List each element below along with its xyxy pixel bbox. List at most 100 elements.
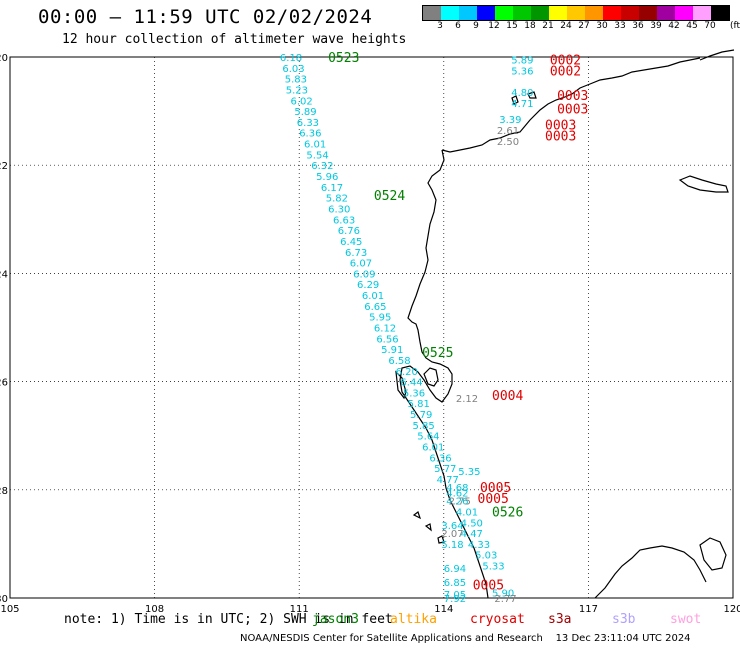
wave-height-label: 6.58 bbox=[388, 356, 410, 367]
wave-height-label: 5.03 bbox=[475, 551, 497, 562]
wave-height-label: 5.23 bbox=[286, 85, 308, 96]
wave-height-label: 5.18 bbox=[441, 540, 463, 551]
coastline bbox=[395, 49, 735, 599]
wave-height-label: 5.33 bbox=[482, 562, 504, 573]
colorbar-tick-label: 45 bbox=[686, 21, 698, 31]
wave-height-label: 5.35 bbox=[458, 467, 480, 478]
lat-tick-label: -28 bbox=[0, 486, 8, 497]
lat-tick-label: -30 bbox=[0, 594, 8, 605]
track-label: 0005 bbox=[480, 481, 511, 496]
wave-height-label: 4.80 bbox=[511, 88, 533, 99]
track-label: 0005 bbox=[473, 578, 504, 593]
track-label: 0003 bbox=[545, 129, 576, 144]
page-title: 00:00 – 11:59 UTC 02/02/2024 bbox=[38, 6, 373, 28]
legend-item-cryosat: cryosat bbox=[470, 612, 525, 627]
wave-height-label: 5.36 bbox=[403, 388, 425, 399]
lon-tick-label: 120 bbox=[723, 604, 740, 615]
wave-height-label: 6.73 bbox=[345, 248, 367, 259]
wave-height-label: 6.56 bbox=[376, 334, 398, 345]
colorbar-swatch bbox=[585, 6, 603, 20]
colorbar-tick-label: 70 bbox=[704, 21, 716, 31]
lon-tick-label: 111 bbox=[290, 604, 309, 615]
wave-height-label: 5.79 bbox=[410, 410, 432, 421]
credit-line: NOAA/NESDIS Center for Satellite Applica… bbox=[240, 633, 691, 644]
colorbar-swatch bbox=[603, 6, 621, 20]
colorbar-swatch bbox=[531, 6, 549, 20]
colorbar-labels: 3 6 9 12 15 18 21 24 27 30 33 36 39 42 45 70 bbox=[422, 21, 728, 31]
wave-height-label: 2.50 bbox=[497, 137, 519, 148]
colorbar-swatch bbox=[459, 6, 477, 20]
wave-height-label: 5.82 bbox=[326, 194, 348, 205]
wave-height-label: 6.65 bbox=[364, 302, 386, 313]
wave-height-label: 6.01 bbox=[304, 140, 326, 151]
colorbar-swatch bbox=[639, 6, 657, 20]
colorbar-tick-label: 6 bbox=[455, 21, 461, 31]
wave-height-label: 2.07 bbox=[441, 529, 463, 540]
wave-height-label: 3.64 bbox=[441, 521, 463, 532]
wave-height-label: 6.36 bbox=[299, 129, 321, 140]
wave-height-label: 2.77 bbox=[494, 594, 516, 605]
track-label: 0002 bbox=[550, 54, 581, 69]
wave-height-label: 6.02 bbox=[291, 96, 313, 107]
colorbar-tick-label: 3 bbox=[437, 21, 443, 31]
page-subtitle: 12 hour collection of altimeter wave hei… bbox=[62, 32, 407, 47]
wave-height-label: 4.68 bbox=[446, 483, 468, 494]
lon-tick-label: 114 bbox=[434, 604, 453, 615]
track-label: 0525 bbox=[422, 346, 453, 361]
legend-item-altika: altika bbox=[390, 612, 437, 627]
colorbar-tick-label: 9 bbox=[473, 21, 479, 31]
track-label: 0524 bbox=[374, 189, 405, 204]
track-label: 0526 bbox=[492, 505, 523, 520]
lon-tick-label: 105 bbox=[0, 604, 19, 615]
colorbar-swatch bbox=[495, 6, 513, 20]
wave-height-label: 6.44 bbox=[400, 378, 422, 389]
wave-height-label: 5.64 bbox=[417, 432, 439, 443]
wave-height-label: 4.47 bbox=[461, 529, 483, 540]
colorbar-swatch bbox=[657, 6, 675, 20]
wave-height-label: 5.54 bbox=[306, 150, 328, 161]
track-label: 0002 bbox=[550, 65, 581, 80]
wave-height-label: 6.85 bbox=[444, 578, 466, 589]
track-label: 0004 bbox=[492, 389, 523, 404]
colorbar-tick-label: 12 bbox=[488, 21, 500, 31]
wave-height-label: 6.20 bbox=[396, 367, 418, 378]
wave-height-label: 6.33 bbox=[297, 118, 319, 129]
lon-tick-label: 108 bbox=[145, 604, 164, 615]
colorbar-swatch bbox=[441, 6, 459, 20]
track-label: 0003 bbox=[545, 119, 576, 134]
wave-height-label: 5.77 bbox=[434, 464, 456, 475]
wave-height-label: 4.71 bbox=[511, 99, 533, 110]
wave-height-label: 6.36 bbox=[429, 453, 451, 464]
wave-height-label: 5.89 bbox=[294, 107, 316, 118]
lat-tick-label: -22 bbox=[0, 161, 8, 172]
map-grid bbox=[9, 56, 734, 599]
colorbar-tick-label: 42 bbox=[668, 21, 680, 31]
wave-height-label: 4.01 bbox=[456, 507, 478, 518]
colorbar-swatch bbox=[675, 6, 693, 20]
colorbar-tick-label: 30 bbox=[596, 21, 608, 31]
colorbar-tick-label: 39 bbox=[650, 21, 662, 31]
track-label: 0523 bbox=[328, 51, 359, 66]
wave-height-label: 6.32 bbox=[311, 161, 333, 172]
wave-height-label: 5.85 bbox=[412, 421, 434, 432]
colorbar-tick-label: 24 bbox=[560, 21, 572, 31]
wave-height-label: 4.77 bbox=[437, 475, 459, 486]
colorbar-swatch bbox=[711, 6, 729, 20]
colorbar-swatch bbox=[567, 6, 585, 20]
colorbar-swatch bbox=[549, 6, 567, 20]
wave-height-label: 6.17 bbox=[321, 183, 343, 194]
map-frame bbox=[9, 56, 734, 599]
colorbar-swatch bbox=[513, 6, 531, 20]
colorbar-tick-label: 36 bbox=[632, 21, 644, 31]
wave-height-label: 5.95 bbox=[369, 313, 391, 324]
lat-tick-label: -26 bbox=[0, 378, 8, 389]
lon-tick-label: 117 bbox=[579, 604, 598, 615]
colorbar-swatch bbox=[693, 6, 711, 20]
wave-height-label: 5.91 bbox=[381, 345, 403, 356]
colorbar-tick-label: 21 bbox=[542, 21, 554, 31]
wave-height-label: 2.75 bbox=[449, 497, 471, 508]
wave-height-label: 5.89 bbox=[511, 56, 533, 67]
wave-height-label: 5.90 bbox=[492, 589, 514, 600]
wave-height-label: 5.83 bbox=[285, 75, 307, 86]
wave-height-label: 6.09 bbox=[353, 269, 375, 280]
